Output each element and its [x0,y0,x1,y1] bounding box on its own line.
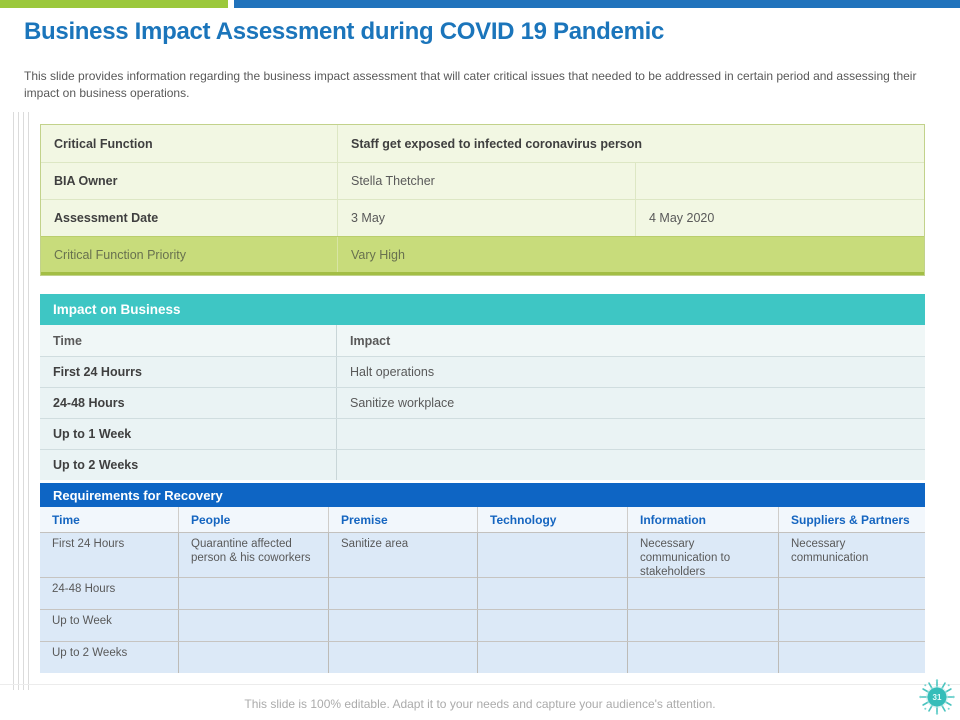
column-header-people: People [178,507,328,532]
column-header-impact: Impact [336,325,925,356]
recovery-cell: Quarantine affected person & his coworke… [178,533,328,580]
recovery-cell [477,578,627,609]
impact-row-time: First 24 Hourrs [53,365,142,379]
footer-divider [0,684,960,685]
priority-label: Critical Function Priority [54,247,186,262]
recovery-cell: Up to Week [52,615,112,627]
page-subtitle: This slide provides information regardin… [24,69,917,101]
bia-owner-value2 [635,163,924,199]
assessment-date-value: 3 May [337,200,635,236]
top-accent-bar-blue [234,0,960,8]
impact-row-time: 24-48 Hours [53,396,125,410]
recovery-cell [328,642,477,673]
table-row: First 24 Hourrs Halt operations [40,356,925,387]
recovery-table-title: Requirements for Recovery [40,483,925,507]
bia-owner-label: BIA Owner [54,174,118,188]
recovery-cell [627,642,778,673]
recovery-cell: Necessary communication [778,533,925,580]
assessment-date-value2: 4 May 2020 [635,200,924,236]
recovery-cell [328,578,477,609]
impact-row-time: Up to 1 Week [53,427,132,441]
recovery-cell [778,578,925,609]
table-row: Up to 2 Weeks [40,641,925,673]
recovery-cell [477,610,627,641]
impact-table-column-headers: Time Impact [40,325,925,356]
recovery-cell [627,578,778,609]
critical-function-label: Critical Function [54,136,153,151]
table-row: Up to Week [40,609,925,641]
column-header-time: Time [52,512,80,527]
column-header-suppliers: Suppliers & Partners [778,507,925,532]
recovery-cell [778,610,925,641]
priority-value: Vary High [337,237,924,272]
impact-table-title: Impact on Business [40,294,925,325]
bia-owner-value: Stella Thetcher [337,163,635,199]
slide-number: 31 [933,693,942,702]
top-accent-bar-green [0,0,228,8]
recovery-cell [778,642,925,673]
impact-row-value: Sanitize workplace [336,388,925,418]
recovery-cell [477,642,627,673]
recovery-cell: 24-48 Hours [52,583,116,595]
impact-on-business-table: Impact on Business Time Impact First 24 … [40,294,925,480]
assessment-table: Critical Function Staff get exposed to i… [40,124,925,276]
column-header-information: Information [627,507,778,532]
table-row: BIA Owner Stella Thetcher [41,162,924,199]
table-row: First 24 Hours Quarantine affected perso… [40,533,925,580]
table-row: Up to 1 Week [40,418,925,449]
table-row: Assessment Date 3 May 4 May 2020 [41,199,924,236]
recovery-column-headers: Time People Premise Technology Informati… [40,507,925,533]
recovery-cell [178,610,328,641]
recovery-cell [477,533,627,580]
recovery-cell [178,642,328,673]
table-row: Critical Function Staff get exposed to i… [41,125,924,162]
column-header-time: Time [53,333,82,348]
impact-row-value: Halt operations [336,357,925,387]
table-row: 24-48 Hours Sanitize workplace [40,387,925,418]
recovery-cell: Necessary communication to stakeholders [627,533,778,580]
table-row: Up to 2 Weeks [40,449,925,480]
assessment-date-label: Assessment Date [54,211,159,225]
impact-row-time: Up to 2 Weeks [53,458,139,472]
footer-note: This slide is 100% editable. Adapt it to… [244,697,716,711]
critical-function-value: Staff get exposed to infected coronaviru… [337,125,924,162]
left-decorative-lines [13,112,30,690]
table-row-priority: Critical Function Priority Vary High [41,236,924,275]
table-row: 24-48 Hours [40,577,925,609]
recovery-cell [328,610,477,641]
requirements-for-recovery-table: Requirements for Recovery Time People Pr… [40,483,925,673]
page-title: Business Impact Assessment during COVID … [24,18,665,45]
column-header-technology: Technology [477,507,627,532]
recovery-cell [627,610,778,641]
recovery-cell: First 24 Hours [52,538,125,550]
virus-icon: 31 [919,679,955,715]
recovery-cell [178,578,328,609]
recovery-cell: Up to 2 Weeks [52,647,128,659]
impact-row-value [336,450,925,480]
column-header-premise: Premise [328,507,477,532]
impact-row-value [336,419,925,449]
recovery-cell: Sanitize area [328,533,477,580]
